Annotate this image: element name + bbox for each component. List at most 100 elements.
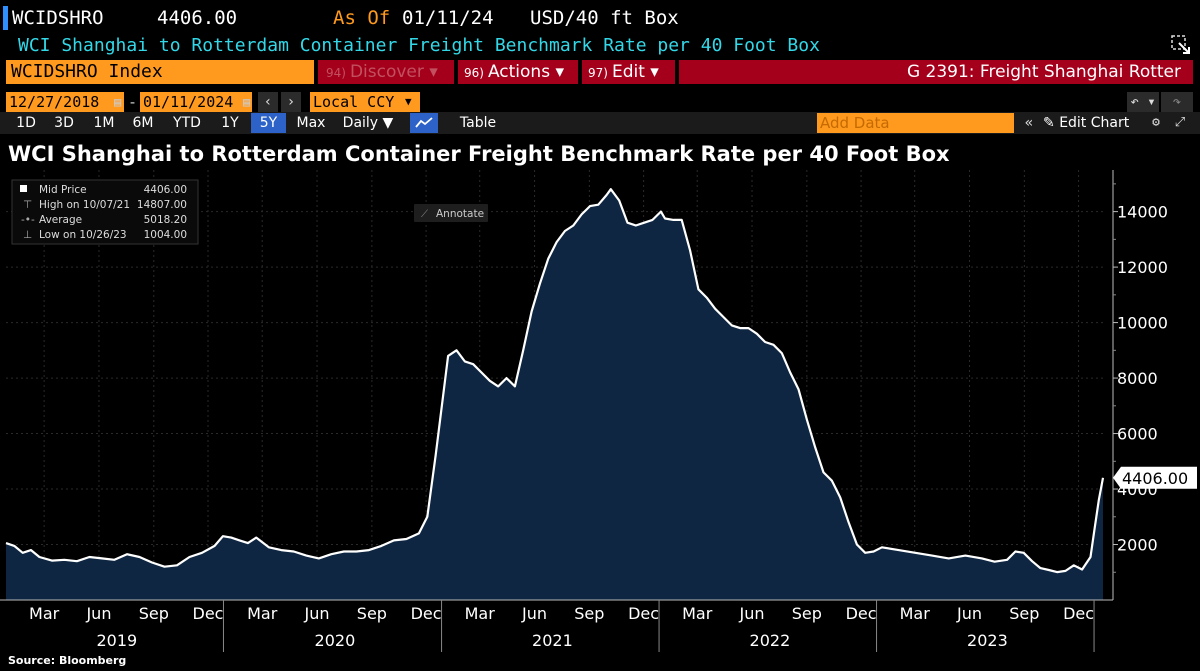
legend-label-low: Low on 10/26/23 <box>39 229 127 241</box>
y-tick-label: 6000 <box>1117 425 1158 444</box>
currency-select[interactable]: Local CCY <box>310 92 420 112</box>
calendar-icon[interactable]: ▤ <box>114 95 122 109</box>
low-marker-icon: ⊥ <box>23 229 32 241</box>
edit-menu-button[interactable]: 97) Edit ▾ <box>582 60 675 84</box>
add-data-input[interactable]: Add Data <box>817 113 1014 133</box>
annotate-pencil-icon: ⟋ <box>421 209 428 220</box>
edit-menu-number: 97) <box>588 66 608 80</box>
price-chart[interactable]: Mid Price 4406.00 ⊤ High on 10/07/21 148… <box>0 170 1200 653</box>
x-tick-label: Mar <box>465 604 496 623</box>
x-year-label: 2023 <box>967 631 1008 650</box>
collapse-icon[interactable]: « <box>1024 115 1034 131</box>
period-button-5y[interactable]: 5Y <box>251 113 286 133</box>
settings-icon[interactable]: ⚙ <box>1152 115 1160 130</box>
ticker-code[interactable]: WCIDSHRO <box>12 7 104 29</box>
mid-price-swatch <box>20 185 27 192</box>
period-button-1d[interactable]: 1D <box>16 115 36 131</box>
chart-title: WCI Shanghai to Rotterdam Container Frei… <box>8 142 950 166</box>
chevron-down-icon[interactable]: ▼ <box>405 95 412 108</box>
discover-menu-button[interactable]: 94) Discover ▾ <box>318 60 454 84</box>
y-tick-label: 2000 <box>1117 536 1158 555</box>
x-year-label: 2022 <box>750 631 791 650</box>
period-toolbar: 1D 3D 1M 6M YTD 1Y 5Y Max Daily ▼ Table … <box>0 112 1200 134</box>
start-date-field[interactable]: 12/27/2018 <box>6 92 124 112</box>
x-axis: Mar Jun Sep Dec Mar Jun Sep Dec Mar Jun Sep Dec Mar J… <box>0 599 1113 652</box>
average-marker-icon: -•- <box>21 214 35 226</box>
x-tick-label: Dec <box>411 604 442 623</box>
actions-menu-number: 96) <box>464 66 484 80</box>
x-tick-label: Dec <box>1063 604 1094 623</box>
edit-chart-label: Edit Chart <box>1059 115 1130 131</box>
period-button-ytd[interactable]: YTD <box>173 115 201 131</box>
y-tick-label: 8000 <box>1117 369 1158 388</box>
security-field[interactable]: WCIDSHRO Index <box>6 60 314 84</box>
security-description: WCI Shanghai to Rotterdam Container Frei… <box>18 35 820 56</box>
period-button-3d[interactable]: 3D <box>54 115 74 131</box>
ticker-price: 4406.00 <box>157 7 238 29</box>
as-of-date: 01/11/24 <box>402 7 494 29</box>
x-tick-label: Jun <box>739 604 765 623</box>
popout-icon[interactable] <box>1170 34 1192 56</box>
legend-box: Mid Price 4406.00 ⊤ High on 10/07/21 148… <box>11 179 199 245</box>
x-tick-label: Sep <box>1009 604 1039 623</box>
ticker-marker <box>3 6 8 30</box>
x-tick-label: Jun <box>956 604 982 623</box>
source-note: Source: Bloomberg <box>8 654 127 667</box>
previous-period-arrow-icon[interactable]: ‹ <box>258 92 278 112</box>
x-tick-label: Dec <box>193 604 224 623</box>
high-marker-icon: ⊤ <box>23 199 32 211</box>
function-title-button[interactable]: G 2391: Freight Shanghai Rotter <box>679 60 1193 84</box>
period-button-1y[interactable]: 1Y <box>221 115 239 131</box>
period-button-1m[interactable]: 1M <box>93 115 115 131</box>
legend-value-average: 5018.20 <box>144 214 187 226</box>
next-period-arrow-icon[interactable]: › <box>281 92 301 112</box>
legend-label-mid: Mid Price <box>39 184 87 196</box>
table-button[interactable]: Table <box>459 115 497 131</box>
price-area <box>5 188 1105 600</box>
date-range-separator: - <box>128 93 138 111</box>
x-tick-label: Sep <box>139 604 169 623</box>
legend-value-mid: 4406.00 <box>144 184 187 196</box>
x-year-label: 2021 <box>532 631 573 650</box>
x-tick-label: Dec <box>628 604 659 623</box>
redo-icon[interactable]: ↷ <box>1161 92 1193 112</box>
frequency-select[interactable]: Daily ▼ <box>342 115 394 131</box>
end-date-field[interactable]: 01/11/2024 <box>140 92 252 112</box>
legend-value-high: 14807.00 <box>137 199 187 211</box>
undo-icon[interactable]: ↶ ▾ <box>1127 92 1159 112</box>
line-chart-icon[interactable] <box>410 113 438 133</box>
y-tick-label: 12000 <box>1117 258 1168 277</box>
x-tick-label: Jun <box>85 604 111 623</box>
x-tick-label: Sep <box>574 604 604 623</box>
calendar-icon[interactable]: ▤ <box>243 95 251 109</box>
edit-chart-button[interactable]: ✎ Edit Chart <box>1043 113 1143 133</box>
legend-value-low: 1004.00 <box>144 229 187 241</box>
series-area <box>6 189 1103 600</box>
x-tick-label: Jun <box>304 604 330 623</box>
as-of-label: As Of <box>333 7 391 29</box>
legend-label-average: Average <box>39 214 82 226</box>
expand-icon[interactable]: ⤢ <box>1174 115 1186 130</box>
command-row: WCIDSHRO Index 94) Discover ▾ 96) Actions … <box>0 60 1200 84</box>
discover-menu-label: Discover ▾ <box>349 62 438 82</box>
ticker-unit: USD/40 ft Box <box>530 7 679 29</box>
x-tick-label: Sep <box>357 604 387 623</box>
period-button-max[interactable]: Max <box>296 115 326 131</box>
x-year-label: 2019 <box>96 631 137 650</box>
y-tick-label: 10000 <box>1117 314 1168 333</box>
edit-menu-label: Edit ▾ <box>611 62 659 82</box>
annotate-button[interactable]: ⟋ Annotate <box>414 204 488 222</box>
discover-menu-number: 94) <box>326 66 346 80</box>
series-line <box>5 188 1105 574</box>
x-tick-label: Mar <box>247 604 278 623</box>
actions-menu-button[interactable]: 96) Actions ▾ <box>458 60 578 84</box>
actions-menu-label: Actions ▾ <box>487 62 564 82</box>
x-tick-label: Sep <box>792 604 822 623</box>
y-tick-label: 14000 <box>1117 203 1168 222</box>
x-tick-label: Mar <box>29 604 60 623</box>
ticker-row: WCIDSHRO 4406.00 As Of 01/11/24 USD/40 f… <box>0 0 1200 34</box>
period-button-6m[interactable]: 6M <box>132 115 154 131</box>
x-tick-label: Jun <box>521 604 547 623</box>
x-tick-label: Mar <box>682 604 713 623</box>
date-range-row: 12/27/2018 ▤ - 01/11/2024 ▤ ‹ › Local CC… <box>0 92 1200 112</box>
